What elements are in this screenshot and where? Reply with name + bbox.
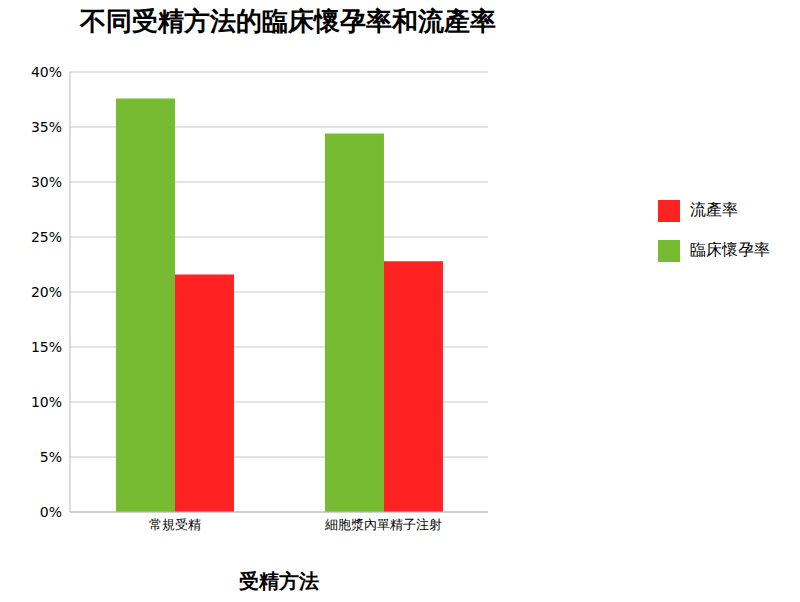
- svg-text:細胞漿內單精子注射: 細胞漿內單精子注射: [324, 517, 442, 532]
- svg-text:20%: 20%: [31, 284, 62, 300]
- svg-text:10%: 10%: [31, 394, 62, 410]
- svg-text:0%: 0%: [40, 504, 62, 520]
- html-text:臨床懷孕率: 臨床懷孕率: [690, 240, 770, 259]
- html-text:不同受精方法的臨床懷孕率和流產率: 不同受精方法的臨床懷孕率和流產率: [80, 6, 496, 36]
- svg-text:25%: 25%: [31, 229, 62, 245]
- html-text:流產率: 流產率: [690, 200, 738, 219]
- svg-text:5%: 5%: [40, 449, 62, 465]
- svg-text:常規受精: 常規受精: [149, 517, 201, 532]
- svg-text:受精方法: 受精方法: [239, 569, 319, 593]
- svg-text:15%: 15%: [31, 339, 62, 355]
- svg-text:40%: 40%: [31, 64, 62, 80]
- svg-text:35%: 35%: [31, 119, 62, 135]
- svg-text:30%: 30%: [31, 174, 62, 190]
